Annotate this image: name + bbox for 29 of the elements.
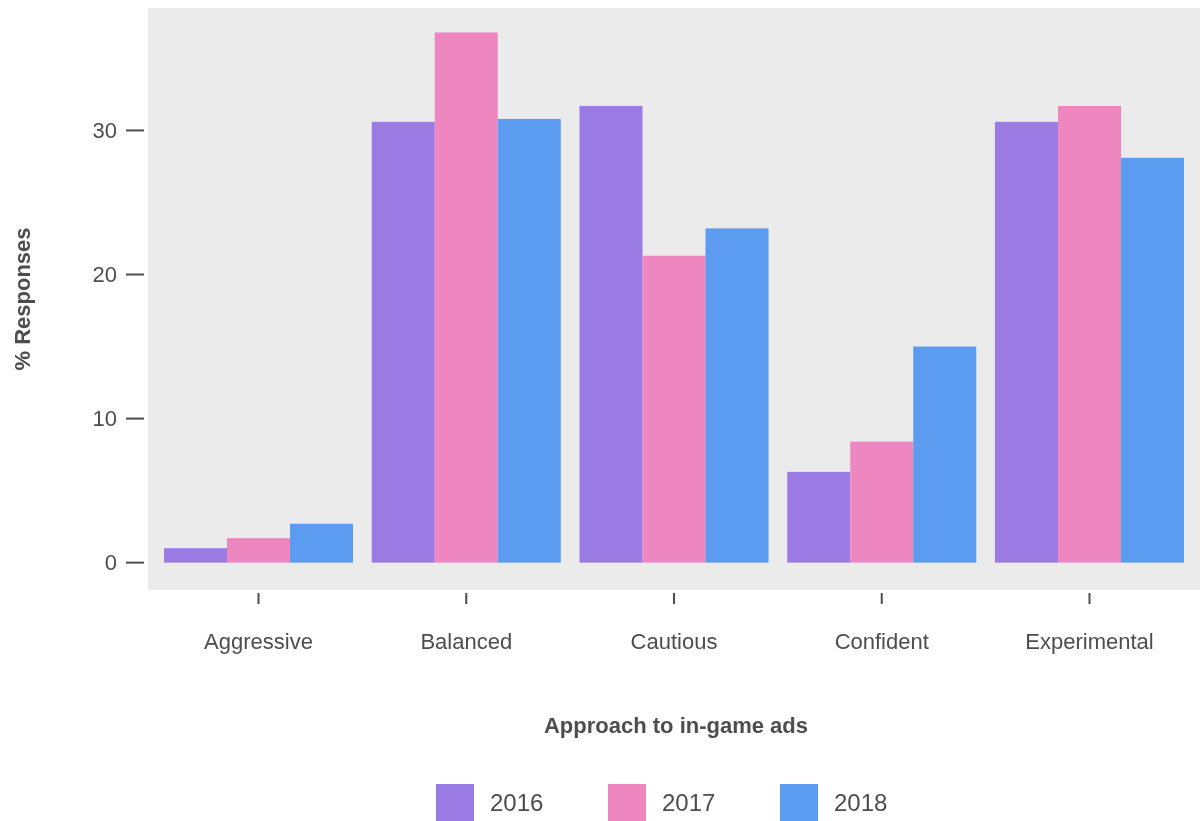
y-tick-label: 20 [92,262,117,288]
x-axis-title: Approach to in-game ads [543,713,809,738]
x-tick-label: Confident [834,629,929,654]
bar [579,105,643,563]
legend-label: 2016 [490,789,544,817]
bar [434,32,498,563]
bar [850,441,914,563]
bar [705,228,769,563]
bar [227,538,291,563]
y-tick-label: 30 [92,118,117,144]
bar [913,346,977,563]
bar [994,121,1058,563]
bar [371,121,435,563]
bar [787,471,851,563]
y-tick-label: 0 [104,550,117,576]
x-tick-label: Aggressive [204,629,313,654]
legend-label: 2017 [662,789,716,817]
bar [164,548,228,563]
y-tick-label: 10 [92,406,117,432]
bar [497,118,561,563]
bar [1057,105,1121,563]
x-tick-label: Cautious [630,629,718,654]
legend-label: 2018 [834,789,888,817]
bar [642,255,706,563]
y-axis-title: % Responses [10,227,35,371]
bar [1120,157,1184,563]
x-tick-label: Balanced [420,629,513,654]
x-tick-label: Experimental [1025,629,1154,654]
bar [290,523,354,563]
